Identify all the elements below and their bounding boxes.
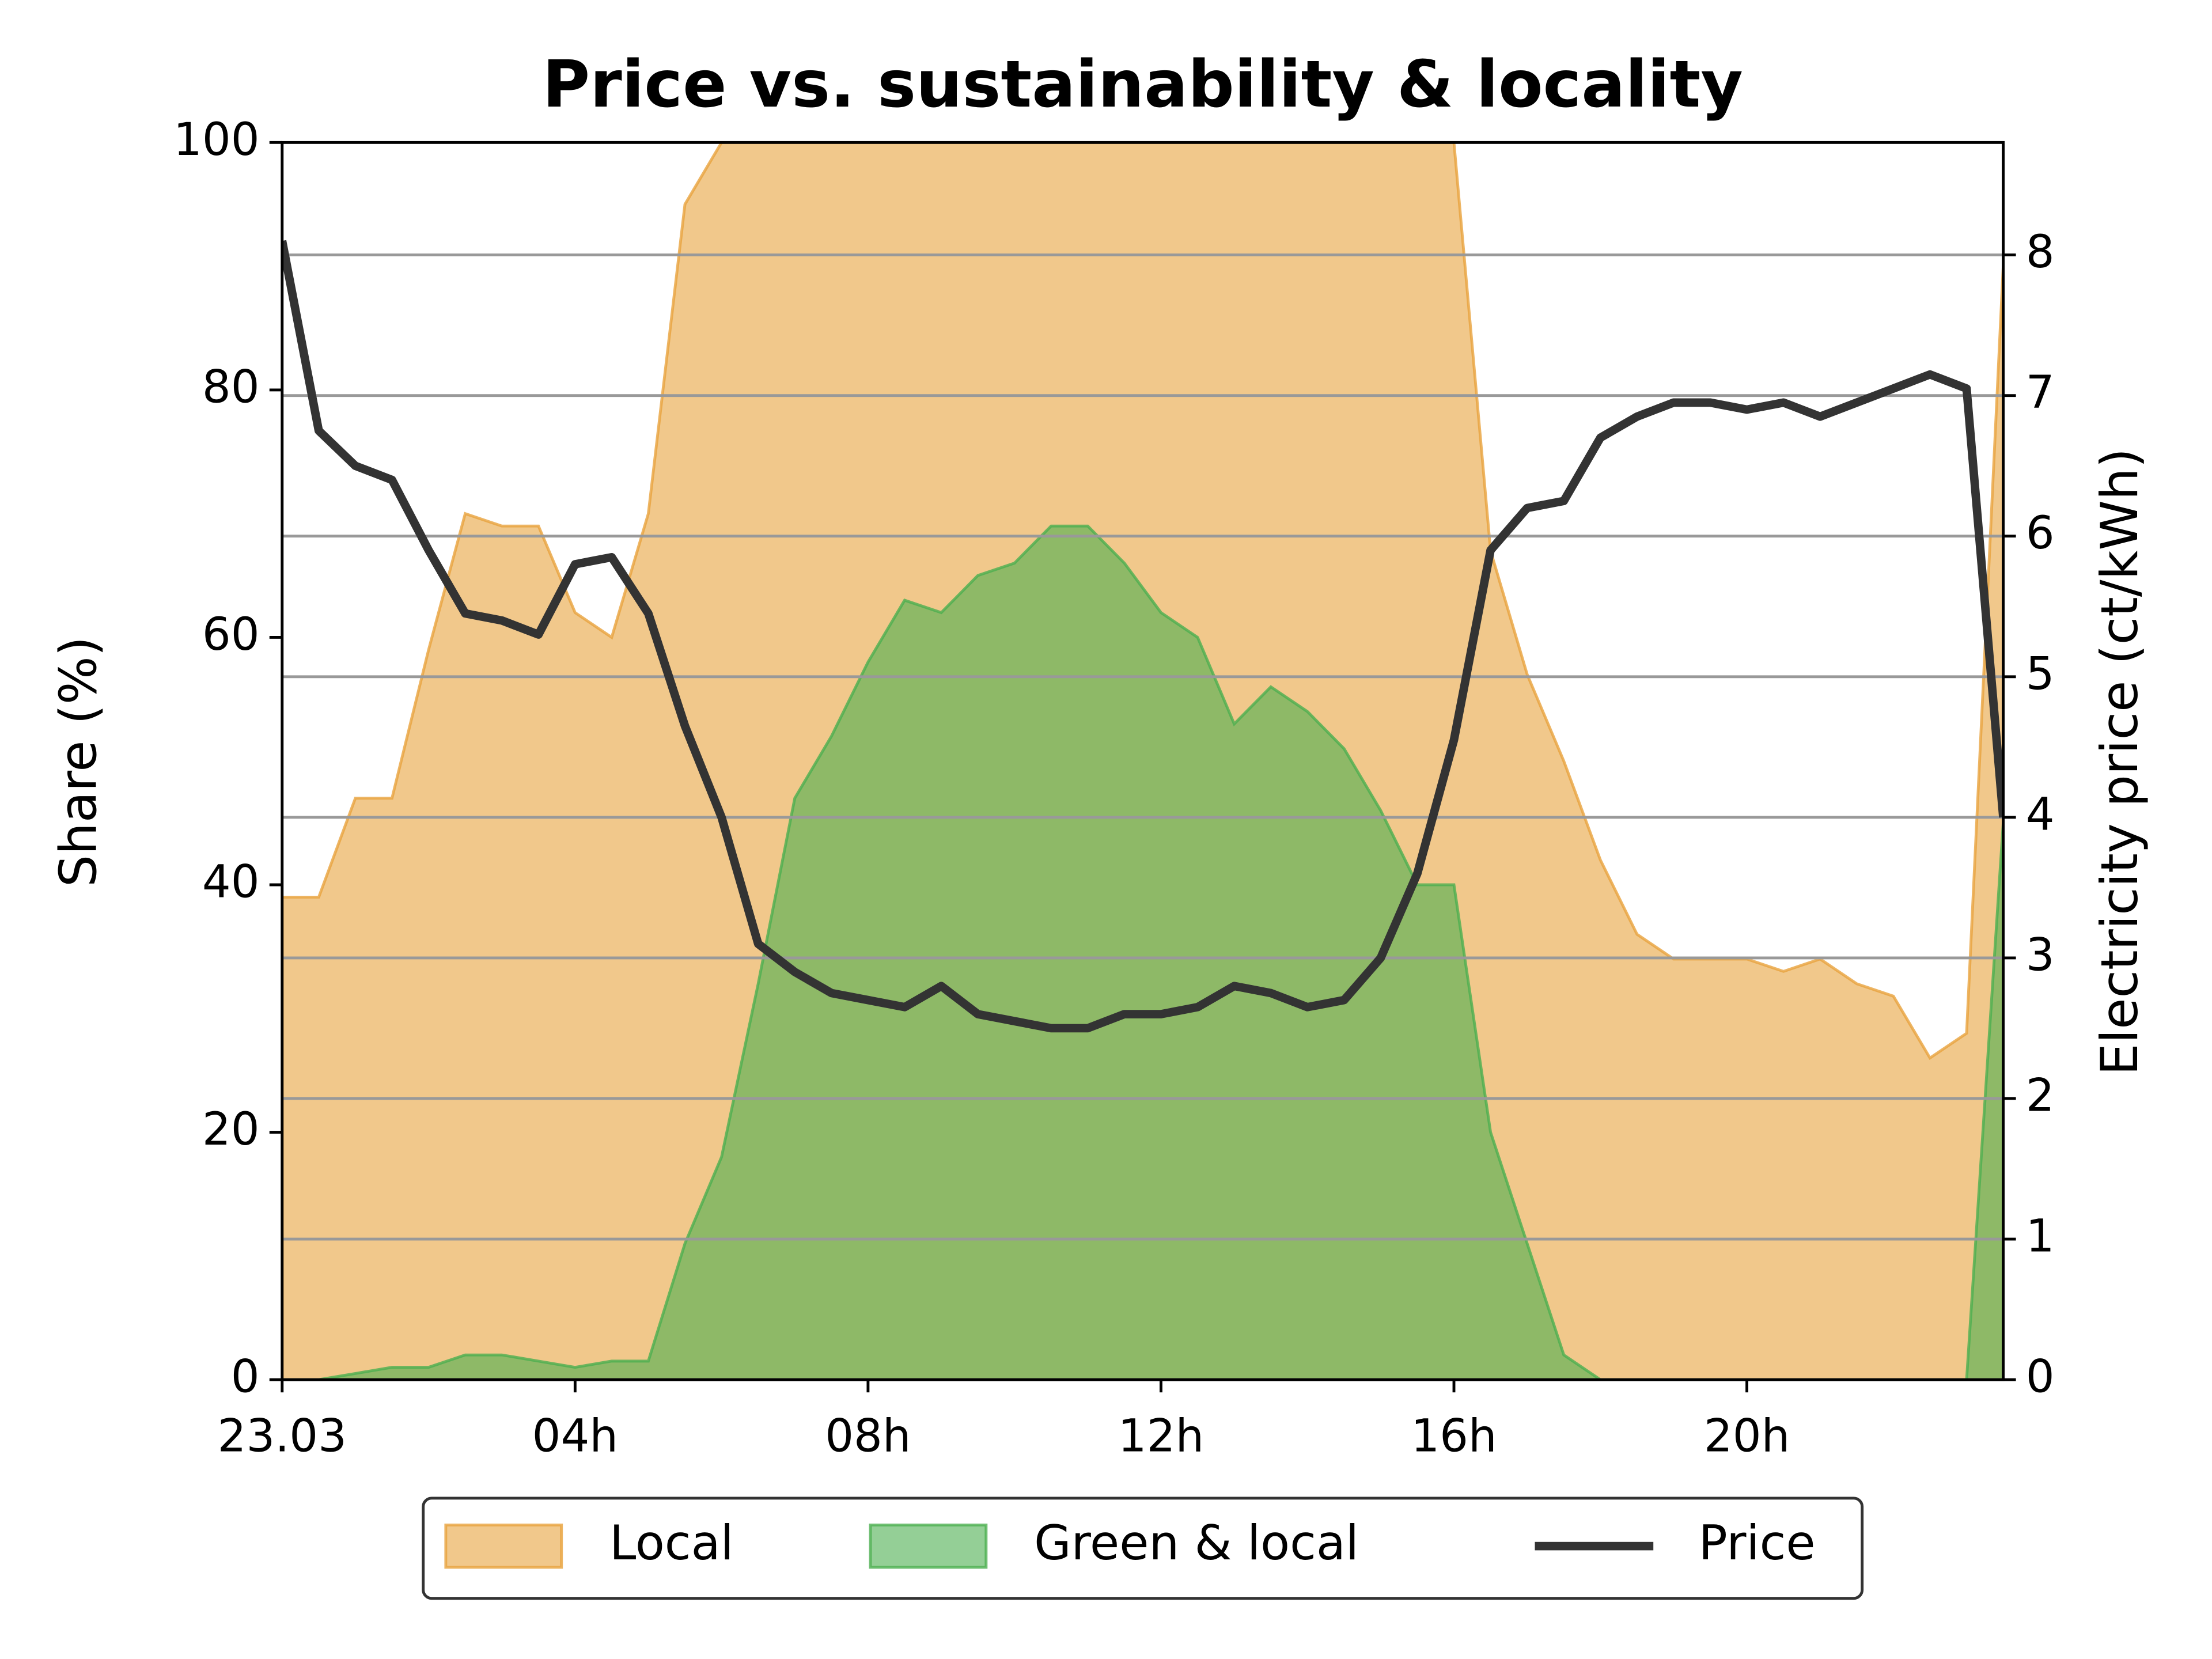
chart-title: Price vs. sustainability & locality [543,46,1743,122]
y2-axis-label: Electricity price (ct/kWh) [2090,448,2149,1075]
y-tick-label: 60 [202,608,260,661]
y-tick-label: 0 [231,1351,260,1403]
y2-tick-label: 8 [2026,226,2055,278]
plot-frame [281,141,2005,1381]
x-tick-label: 16h [1411,1410,1497,1462]
legend-label: Local [609,1515,734,1571]
x-tick-label: 04h [532,1410,618,1462]
area [282,524,2003,1380]
legend-swatch [444,1523,563,1569]
y-tick-label: 20 [202,1103,260,1156]
plot-area [282,142,2003,1380]
y2-tick-label: 4 [2026,788,2055,840]
y-tick-label: 80 [202,361,260,413]
y-tick-label: 100 [173,113,260,166]
x-tick-label: 12h [1118,1410,1204,1462]
y-tick-label: 40 [202,855,260,908]
y2-tick-label: 2 [2026,1069,2055,1122]
x-tick-label: 20h [1704,1410,1790,1462]
legend-swatch [869,1523,988,1569]
legend-label: Price [1699,1515,1816,1571]
y2-tick-label: 6 [2026,507,2055,559]
y-axis-label: Share (%) [48,637,108,887]
legend-label: Green & local [1034,1515,1359,1571]
legend-box [422,1497,1864,1600]
y2-tick-label: 5 [2026,647,2055,700]
x-tick-label: 23.03 [218,1410,347,1462]
y2-tick-label: 7 [2026,366,2055,419]
y2-tick-label: 3 [2026,929,2055,981]
y2-tick-label: 1 [2026,1210,2055,1263]
line [282,240,2003,1033]
x-tick-label: 08h [825,1410,911,1462]
y2-tick-label: 0 [2026,1351,2055,1403]
